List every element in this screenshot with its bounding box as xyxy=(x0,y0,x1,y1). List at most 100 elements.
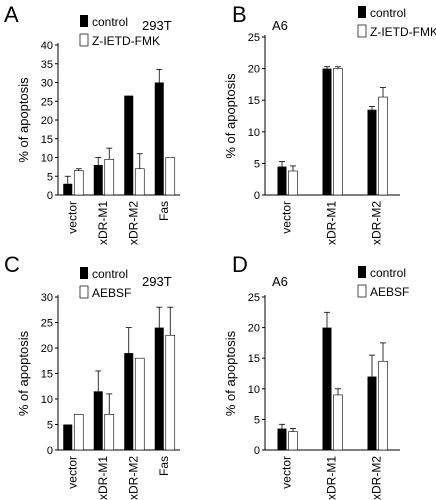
category-label: xDR-M2 xyxy=(126,456,140,500)
y-axis-label: % of apoptosis xyxy=(223,330,238,416)
legend-swatch xyxy=(358,6,366,18)
category-label: Fas xyxy=(157,456,171,476)
y-tick-label: 40 xyxy=(41,40,53,52)
bar-treatment xyxy=(134,168,145,196)
bar-control xyxy=(154,82,164,195)
y-tick-label: 10 xyxy=(248,384,260,396)
legend-swatch xyxy=(79,285,89,299)
legend-label: control xyxy=(370,266,406,280)
bar-control xyxy=(93,391,103,450)
category-label: Fas xyxy=(157,201,171,221)
legend-label: Z-IETD-FMK xyxy=(370,25,436,39)
category-label: vector xyxy=(280,456,294,489)
y-tick-label: 30 xyxy=(41,78,53,90)
bar-treatment xyxy=(333,68,343,196)
bar-control xyxy=(367,109,377,195)
cell-line-label: A6 xyxy=(272,18,288,33)
y-tick-label: 5 xyxy=(254,158,260,170)
bar-treatment xyxy=(378,360,388,451)
bar-treatment xyxy=(165,334,176,451)
bar-treatment xyxy=(333,394,343,451)
category-label: xDR-M1 xyxy=(96,201,110,245)
bar-control xyxy=(124,353,134,450)
y-axis-label: % of apoptosis xyxy=(16,330,31,416)
y-tick-label: 10 xyxy=(248,127,260,139)
y-axis-label: % of apoptosis xyxy=(16,77,31,163)
y-tick-label: 5 xyxy=(47,171,53,183)
y-tick-label: 0 xyxy=(254,190,260,202)
bar-control xyxy=(277,428,287,450)
cell-line-label: 293T xyxy=(142,18,172,33)
y-tick-label: 0 xyxy=(254,445,260,457)
legend-label: control xyxy=(92,267,128,281)
category-label: xDR-M2 xyxy=(370,201,384,245)
category-label: vector xyxy=(65,201,79,234)
y-tick-label: 30 xyxy=(41,292,53,304)
category-label: xDR-M2 xyxy=(370,456,384,500)
bar-control xyxy=(322,68,332,195)
panel-letter: D xyxy=(232,252,248,277)
legend-swatch xyxy=(79,33,89,47)
bar-treatment xyxy=(288,431,298,451)
bar-treatment xyxy=(378,96,388,196)
legend-label: Z-IETD-FMK xyxy=(92,34,160,48)
y-tick-label: 20 xyxy=(248,64,260,76)
bar-treatment xyxy=(104,413,115,451)
category-label: vector xyxy=(280,201,294,234)
y-tick-label: 15 xyxy=(248,95,260,107)
y-tick-label: 0 xyxy=(47,190,53,202)
y-tick-label: 10 xyxy=(41,394,53,406)
legend-swatch xyxy=(358,266,366,278)
panel-a: A 293T 0 5 10 15 20 25 30 35 40 % of apoptosis vecto… xyxy=(4,2,180,245)
legend-label: AEBSF xyxy=(92,286,131,300)
legend-label: control xyxy=(92,15,128,29)
y-axis-label: % of apoptosis xyxy=(223,73,238,159)
y-tick-label: 10 xyxy=(41,153,53,165)
y-tick-label: 0 xyxy=(47,445,53,457)
cell-line-label: A6 xyxy=(272,274,288,289)
y-tick-label: 15 xyxy=(41,134,53,146)
panel-c: C 293T 0 5 10 15 20 25 30 % of apoptosis vector xDR… xyxy=(4,252,180,500)
cell-line-label: 293T xyxy=(142,274,172,289)
y-tick-label: 25 xyxy=(41,318,53,330)
legend-swatch xyxy=(80,15,88,27)
bar-treatment xyxy=(104,159,115,196)
y-tick-label: 25 xyxy=(248,292,260,304)
category-label: xDR-M1 xyxy=(325,456,339,500)
y-tick-label: 25 xyxy=(41,96,53,108)
bar-control xyxy=(277,166,287,195)
bar-control xyxy=(93,165,103,195)
legend-label: control xyxy=(370,6,406,20)
legend-label: AEBSF xyxy=(370,285,409,299)
bar-control xyxy=(367,376,377,450)
category-label: vector xyxy=(65,456,79,489)
panel-letter: A xyxy=(4,2,19,27)
panel-b: B A6 0 5 10 15 20 25 % of apoptosis vector xDR-M1 x… xyxy=(223,2,436,245)
y-tick-label: 20 xyxy=(248,323,260,335)
bar-treatment xyxy=(73,413,84,451)
y-tick-label: 25 xyxy=(248,32,260,44)
category-label: xDR-M2 xyxy=(126,201,140,245)
y-tick-label: 5 xyxy=(254,414,260,426)
bar-treatment xyxy=(73,170,84,196)
category-label: xDR-M1 xyxy=(96,456,110,500)
y-tick-label: 20 xyxy=(41,343,53,355)
category-label: xDR-M1 xyxy=(325,201,339,245)
legend-swatch xyxy=(357,24,367,38)
bar-control xyxy=(322,327,332,450)
bar-treatment xyxy=(288,170,298,196)
y-tick-label: 35 xyxy=(41,59,53,71)
y-tick-label: 5 xyxy=(47,420,53,432)
bar-control xyxy=(63,424,73,450)
y-tick-label: 20 xyxy=(41,115,53,127)
panel-d: D A6 0 5 10 15 20 25 % of apoptosis vector xDR-M1 x… xyxy=(223,252,409,500)
panel-letter: B xyxy=(232,2,247,27)
y-tick-label: 15 xyxy=(41,369,53,381)
bar-control xyxy=(154,327,164,450)
legend-swatch xyxy=(357,284,367,298)
bar-control xyxy=(63,183,73,195)
panel-letter: C xyxy=(4,252,20,277)
legend-swatch xyxy=(80,267,88,279)
bar-treatment xyxy=(165,157,176,196)
